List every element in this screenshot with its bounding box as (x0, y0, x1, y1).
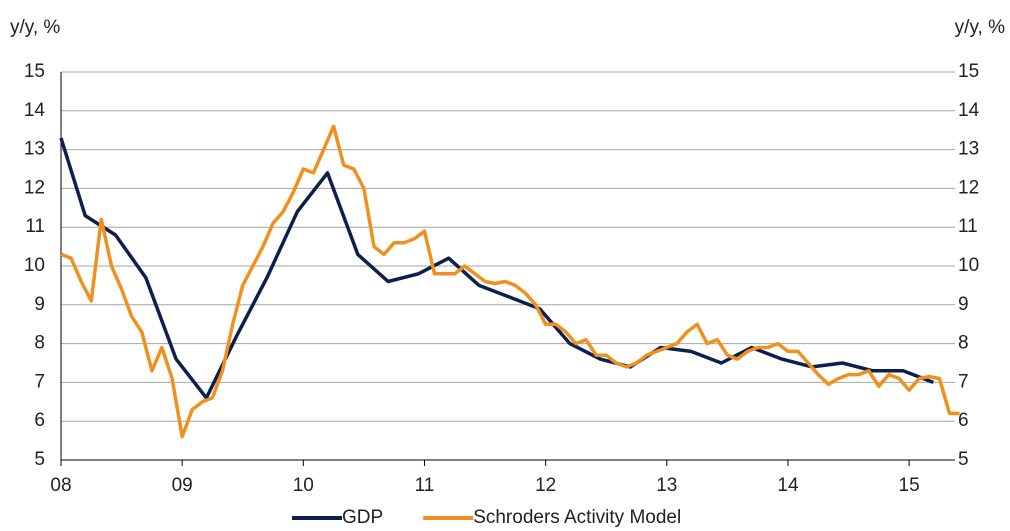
y2-tick-label: 8 (958, 333, 969, 354)
series-line (60, 124, 960, 439)
x-tick-label: 08 (50, 475, 71, 496)
x-tick-label: 09 (172, 475, 193, 496)
y2-tick-label: 13 (958, 139, 979, 160)
y2-tick-label: 9 (958, 294, 969, 315)
y-tick-label: 7 (34, 371, 45, 392)
y2-tick-label: 5 (958, 449, 969, 470)
x-tick-label: 10 (293, 475, 314, 496)
y-tick-label: 15 (24, 61, 45, 82)
y-tick-label: 14 (24, 100, 46, 121)
y2-tick-label: 14 (958, 100, 980, 121)
y-tick-label: 6 (34, 410, 45, 431)
y2-tick-label: 10 (958, 255, 979, 276)
x-tick-label: 11 (415, 475, 435, 496)
legend-label: GDP (342, 507, 383, 528)
series-line (59, 137, 934, 400)
y2-tick-label: 15 (958, 61, 979, 82)
x-tick-label: 14 (777, 475, 799, 496)
y2-tick-label: 11 (958, 216, 978, 237)
y2-tick-label: 7 (958, 371, 969, 392)
y-tick-label: 9 (34, 294, 45, 315)
y-tick-label: 8 (34, 333, 45, 354)
x-tick-label: 12 (535, 475, 556, 496)
y2-tick-label: 6 (958, 410, 969, 431)
x-tick-label: 13 (656, 475, 677, 496)
y-tick-label: 10 (24, 255, 45, 276)
y-tick-label: 13 (24, 139, 45, 160)
y2-axis-label: y/y, % (955, 17, 1005, 38)
y-tick-label: 5 (34, 449, 45, 470)
y-tick-label: 12 (24, 177, 45, 198)
x-tick-label: 15 (899, 475, 920, 496)
legend-label: Schroders Activity Model (473, 507, 681, 528)
y-tick-label: 11 (25, 216, 45, 237)
y2-tick-label: 12 (958, 177, 979, 198)
y-axis-label: y/y, % (10, 17, 60, 38)
